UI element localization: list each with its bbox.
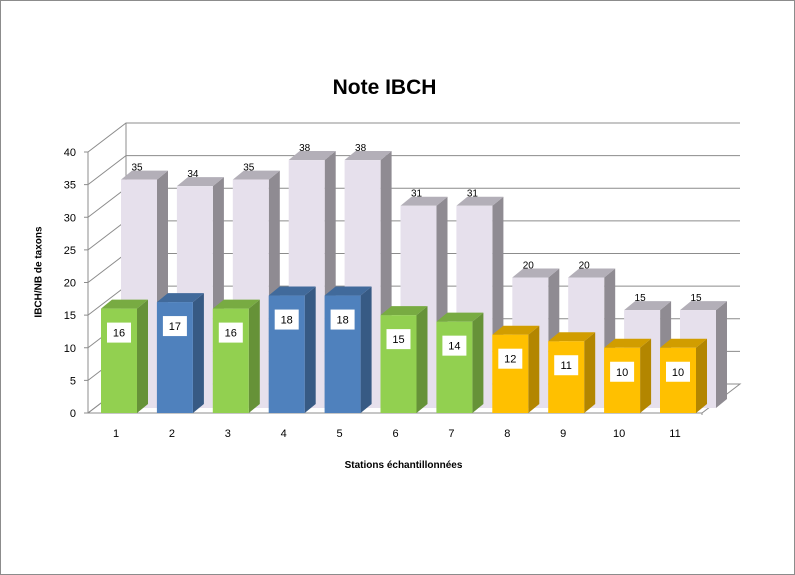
- front-bar-side: [640, 338, 652, 413]
- back-bar-top: [121, 170, 168, 180]
- y-tick-labels: 0 5 10 15 20 25 30 35 40: [64, 147, 76, 420]
- back-bar-value-label: 20: [523, 261, 535, 272]
- front-bar: [492, 334, 529, 413]
- x-tick-label: 11: [669, 428, 680, 440]
- front-bar-label-box: [442, 335, 467, 356]
- y-tick-label: 15: [64, 310, 76, 322]
- front-bar-label-box: [498, 348, 523, 369]
- back-bar-value-label: 38: [299, 143, 311, 154]
- front-bar-top: [212, 299, 260, 309]
- front-series-bars: 16 17 16 18 18 15 14 12 11 10 10: [101, 286, 707, 413]
- front-bar-value-label: 10: [616, 367, 628, 379]
- front-bar-value-label: 15: [392, 334, 404, 346]
- x-tick-label: 8: [504, 428, 510, 440]
- y-tick-label: 5: [70, 375, 76, 387]
- front-bar-top: [268, 286, 316, 296]
- front-bar-side: [192, 293, 204, 413]
- front-bar-label-box: [666, 361, 690, 382]
- front-bar-side: [360, 286, 372, 413]
- y-tick-label: 0: [70, 408, 76, 420]
- front-bar-value-label: 18: [281, 315, 293, 327]
- gridline: [87, 122, 740, 153]
- chart-title: Note IBCH: [332, 76, 437, 99]
- back-bar-top: [680, 301, 727, 311]
- front-bar-top: [324, 286, 372, 296]
- x-tick-label: 2: [169, 428, 175, 440]
- back-bar-top: [176, 177, 224, 187]
- x-tick-label: 9: [560, 428, 566, 440]
- back-bar-top: [624, 301, 672, 311]
- y-tick-label: 30: [64, 212, 76, 224]
- front-bar-label-box: [218, 322, 243, 343]
- front-bar-top: [156, 293, 204, 303]
- x-tick-label: 5: [337, 428, 343, 440]
- back-bar-top: [232, 170, 280, 180]
- front-bar-value-label: 16: [113, 328, 125, 340]
- y-tick-label: 25: [64, 245, 76, 257]
- x-tick-label: 3: [225, 428, 231, 440]
- front-bar: [436, 321, 473, 413]
- back-bar-value-label: 31: [467, 189, 479, 200]
- front-bar-value-label: 17: [169, 321, 181, 333]
- back-bar-value-label: 34: [187, 169, 199, 180]
- back-bar-top: [400, 196, 448, 206]
- front-bar-value-label: 11: [560, 360, 571, 372]
- front-bar-side: [248, 299, 260, 413]
- back-bar-value-label: 35: [243, 163, 255, 174]
- y-tick-label: 10: [64, 343, 76, 355]
- front-bar-label-box: [610, 361, 635, 382]
- y-tick-label: 40: [64, 147, 76, 159]
- front-bar-label-box: [162, 316, 187, 337]
- back-bar-value-label: 38: [355, 143, 367, 154]
- front-bar-side: [304, 286, 316, 413]
- back-bar-top: [456, 196, 504, 206]
- gridline: [87, 155, 740, 186]
- y-tick-label: 20: [64, 278, 76, 290]
- front-bar-label-box: [107, 322, 131, 343]
- front-bar-label-box: [274, 309, 299, 330]
- y-tick-label: 35: [64, 180, 76, 192]
- front-bar-side: [696, 338, 707, 413]
- x-tick-label: 6: [392, 428, 398, 440]
- x-tick-label: 1: [113, 428, 119, 440]
- front-bar-top: [660, 338, 707, 348]
- front-bar-value-label: 14: [448, 341, 460, 353]
- front-bar-top: [436, 312, 484, 322]
- front-bar-side: [137, 299, 148, 413]
- front-bar-value-label: 16: [225, 328, 237, 340]
- x-tick-label: 10: [613, 428, 625, 440]
- front-bar-top: [101, 299, 148, 309]
- x-axis-title: Stations échantillonnées: [344, 460, 463, 471]
- x-tick-label: 4: [281, 428, 287, 440]
- front-bar-label-box: [554, 355, 579, 376]
- front-bar-label-box: [386, 329, 411, 350]
- front-bar-side: [584, 332, 596, 413]
- x-tick-labels: 1 2 3 4 5 6 7 8 9 10 11: [113, 428, 681, 440]
- front-bar-side: [472, 312, 484, 413]
- back-bar-side: [716, 301, 727, 408]
- back-bar-top: [568, 268, 616, 278]
- front-bar-side: [528, 325, 540, 413]
- front-bar-side: [416, 306, 428, 413]
- back-bar-top: [344, 151, 392, 161]
- front-bar-top: [548, 332, 596, 342]
- front-bar-value-label: 12: [504, 354, 516, 366]
- front-bar-top: [492, 325, 540, 335]
- back-bar-value-label: 15: [635, 293, 647, 304]
- back-bar-value-label: 20: [579, 261, 591, 272]
- x-tick-label: 7: [448, 428, 454, 440]
- back-bar-top: [288, 151, 336, 161]
- back-bar-value-label: 15: [690, 293, 702, 304]
- back-bar-value-label: 35: [131, 163, 143, 174]
- back-bar-top: [512, 268, 560, 278]
- front-bar-top: [380, 306, 428, 316]
- front-bar-top: [604, 338, 652, 348]
- back-bar-value-label: 31: [411, 189, 423, 200]
- front-bar-value-label: 10: [672, 367, 684, 379]
- front-bar-label-box: [330, 309, 355, 330]
- front-bar-value-label: 18: [336, 315, 348, 327]
- front-bar: [548, 341, 585, 413]
